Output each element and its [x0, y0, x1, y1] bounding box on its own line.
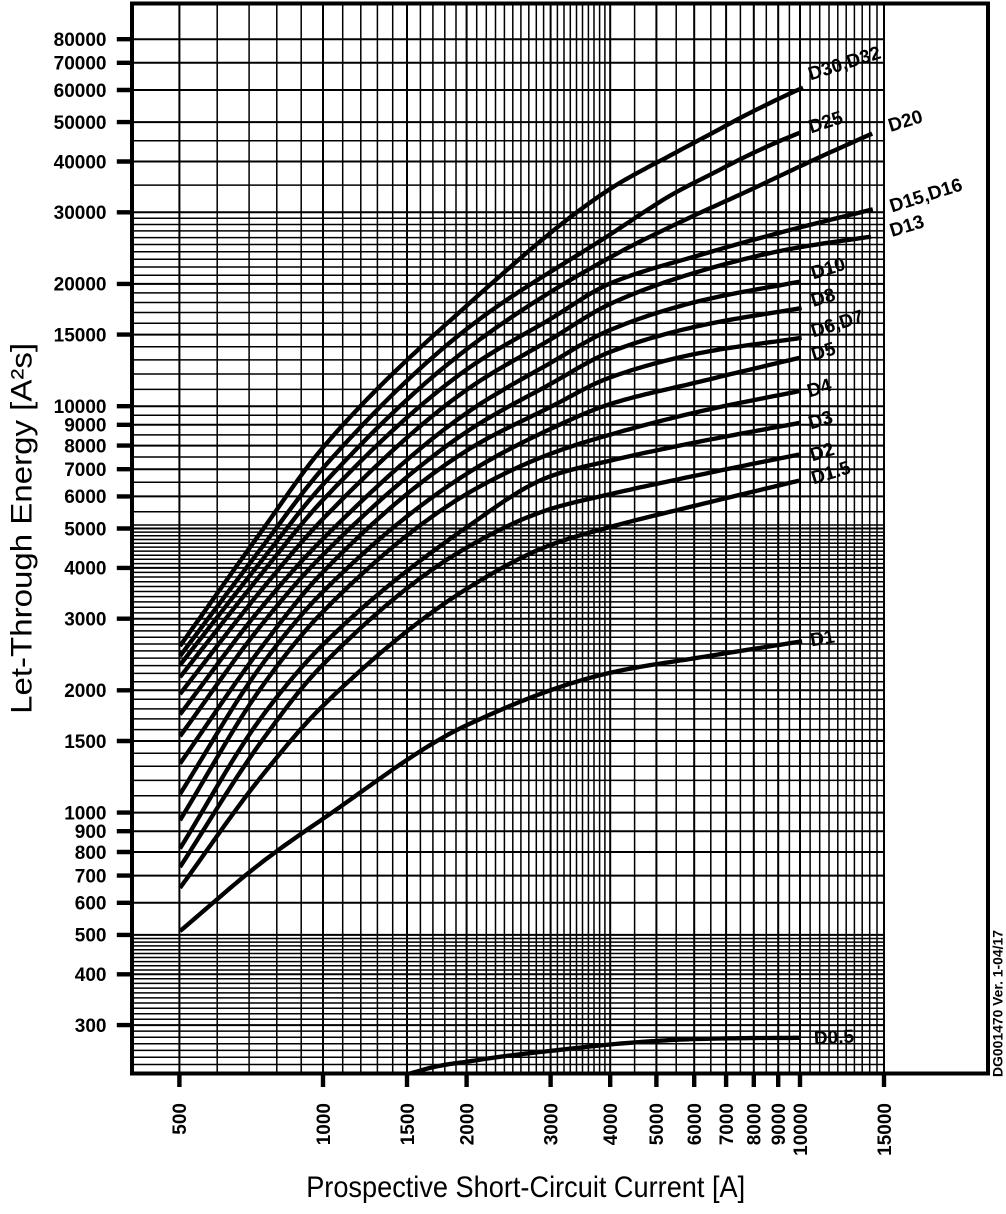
svg-text:1000: 1000	[64, 803, 106, 824]
svg-text:3000: 3000	[541, 1103, 562, 1145]
svg-text:9000: 9000	[769, 1103, 790, 1145]
svg-text:7000: 7000	[64, 460, 106, 481]
svg-text:50000: 50000	[54, 113, 107, 134]
svg-text:Prospective Short-Circuit Curr: Prospective Short-Circuit Current [A]	[306, 1171, 745, 1204]
svg-text:60000: 60000	[54, 81, 107, 102]
svg-text:400: 400	[75, 965, 107, 986]
svg-text:600: 600	[75, 894, 107, 915]
svg-text:5000: 5000	[64, 519, 106, 540]
svg-text:800: 800	[75, 843, 107, 864]
svg-text:1500: 1500	[398, 1103, 419, 1145]
svg-text:6000: 6000	[64, 487, 106, 508]
svg-text:15000: 15000	[54, 325, 107, 346]
svg-text:8000: 8000	[64, 436, 106, 457]
svg-text:300: 300	[75, 1016, 107, 1037]
svg-text:40000: 40000	[54, 152, 107, 173]
svg-text:30000: 30000	[54, 203, 107, 224]
svg-text:D0.5: D0.5	[813, 1026, 855, 1049]
svg-text:10000: 10000	[791, 1103, 812, 1156]
svg-text:1000: 1000	[314, 1103, 335, 1145]
svg-text:70000: 70000	[54, 54, 107, 75]
svg-text:6000: 6000	[685, 1103, 706, 1145]
svg-text:D1: D1	[809, 626, 837, 651]
svg-text:7000: 7000	[717, 1103, 738, 1145]
svg-text:4000: 4000	[64, 559, 106, 580]
svg-text:500: 500	[75, 926, 107, 947]
svg-text:2000: 2000	[64, 681, 106, 702]
svg-text:20000: 20000	[54, 275, 107, 296]
svg-text:1500: 1500	[64, 732, 106, 753]
svg-text:500: 500	[170, 1103, 191, 1135]
svg-text:4000: 4000	[601, 1103, 622, 1145]
svg-text:900: 900	[75, 822, 107, 843]
svg-text:80000: 80000	[54, 30, 107, 51]
svg-text:9000: 9000	[64, 416, 106, 437]
svg-text:DG001470 Ver. 1-04/17: DG001470 Ver. 1-04/17	[991, 930, 1006, 1077]
svg-text:5000: 5000	[647, 1103, 668, 1145]
svg-text:700: 700	[75, 866, 107, 887]
svg-text:10000: 10000	[54, 397, 107, 418]
svg-text:2000: 2000	[457, 1103, 478, 1145]
svg-text:3000: 3000	[64, 610, 106, 631]
svg-text:15000: 15000	[875, 1103, 896, 1156]
svg-text:Let-Through Energy [A²s]: Let-Through Energy [A²s]	[6, 343, 39, 714]
svg-text:8000: 8000	[745, 1103, 766, 1145]
